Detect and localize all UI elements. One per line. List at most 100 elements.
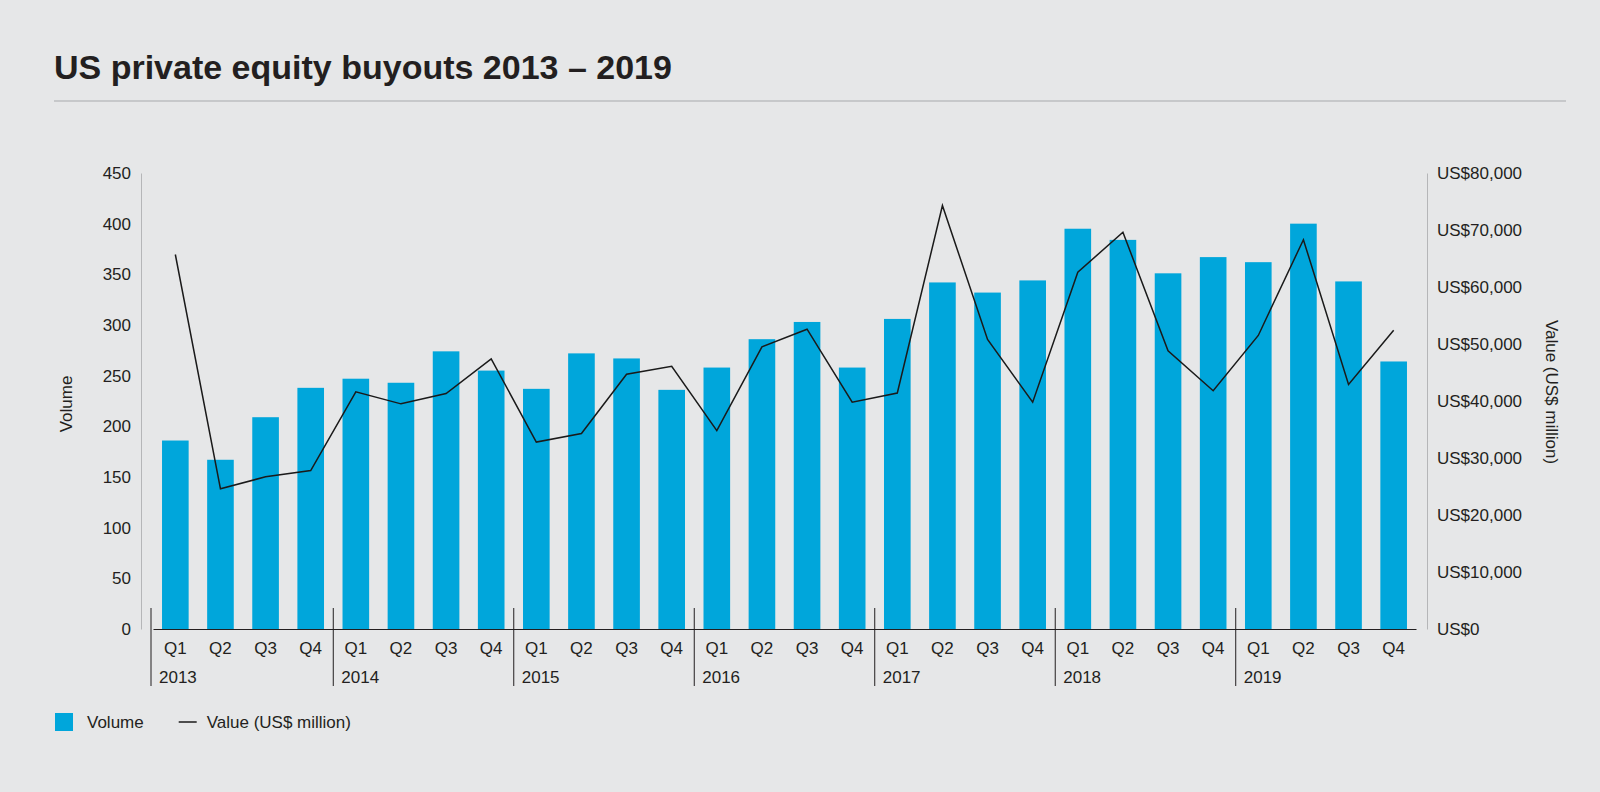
- bar: [839, 368, 866, 629]
- group-separator: [694, 608, 695, 686]
- tick-label: 400: [103, 215, 131, 234]
- tick: 150: [103, 468, 141, 487]
- tick: Q4: [1382, 629, 1405, 658]
- tick: Q3: [615, 629, 638, 658]
- tick-label: Q2: [1292, 639, 1315, 658]
- group-separator: [874, 608, 875, 686]
- tick: Q4: [1021, 629, 1044, 658]
- tick-label: Q4: [660, 639, 683, 658]
- bar: [343, 379, 370, 629]
- bar: [658, 390, 685, 629]
- tick-label: US$80,000: [1437, 164, 1522, 183]
- bar: [884, 319, 911, 629]
- tick-label: 150: [103, 468, 131, 487]
- x-groups: 2013201420152016201720182019: [151, 608, 1282, 687]
- group-separator: [333, 608, 334, 686]
- bar: [974, 293, 1001, 629]
- group-label: 2015: [522, 668, 560, 687]
- tick: Q4: [841, 629, 864, 658]
- tick-label: Q3: [615, 639, 638, 658]
- tick: 250: [103, 367, 141, 386]
- tick-label: Q3: [976, 639, 999, 658]
- tick-label: 300: [103, 316, 131, 335]
- tick: Q2: [1292, 629, 1315, 658]
- bar: [568, 353, 595, 629]
- legend-swatch: [179, 721, 197, 723]
- tick-label: Q1: [1247, 639, 1270, 658]
- tick: 300: [103, 316, 141, 335]
- tick-label: Q4: [841, 639, 864, 658]
- bar: [478, 371, 505, 629]
- tick: Q2: [390, 629, 413, 658]
- legend-label: Volume: [87, 713, 144, 732]
- tick: Q2: [209, 629, 232, 658]
- tick-label: 100: [103, 519, 131, 538]
- tick-label: Q3: [796, 639, 819, 658]
- group-label: 2016: [702, 668, 740, 687]
- plot-area: [162, 205, 1407, 629]
- tick: US$70,000: [1427, 221, 1522, 240]
- tick: US$80,000: [1427, 164, 1522, 183]
- tick: Q3: [1157, 629, 1180, 658]
- tick: US$60,000: [1427, 278, 1522, 297]
- tick: Q1: [705, 629, 728, 658]
- tick-label: Q4: [1021, 639, 1044, 658]
- tick: Q3: [796, 629, 819, 658]
- bar: [794, 322, 821, 629]
- tick-label: Q2: [1112, 639, 1135, 658]
- bar: [1019, 280, 1046, 629]
- legend-item: Value (US$ million): [179, 713, 351, 732]
- legend: Volume Value (US$ million): [55, 713, 351, 732]
- tick-label: Q4: [1382, 639, 1405, 658]
- y2-axis-title: Value (US$ million): [1542, 320, 1561, 464]
- legend-swatch: [55, 713, 73, 731]
- tick-label: Q3: [1157, 639, 1180, 658]
- title-rule: [54, 101, 1566, 102]
- legend-item: Volume: [55, 713, 144, 732]
- tick: Q2: [931, 629, 954, 658]
- group-separator: [1055, 608, 1056, 686]
- tick: 200: [103, 417, 141, 436]
- tick: US$50,000: [1427, 335, 1522, 354]
- tick-label: Q3: [435, 639, 458, 658]
- tick-label: Q4: [299, 639, 322, 658]
- bar: [1200, 257, 1227, 629]
- tick-label: 200: [103, 417, 131, 436]
- tick-label: Q3: [254, 639, 277, 658]
- tick-label: 450: [103, 164, 131, 183]
- tick-label: 0: [122, 620, 131, 639]
- background: [0, 0, 1600, 792]
- tick: 100: [103, 519, 141, 538]
- legend-label: Value (US$ million): [207, 713, 351, 732]
- tick-label: Q2: [209, 639, 232, 658]
- axis-line: [141, 174, 142, 630]
- tick-label: US$30,000: [1437, 449, 1522, 468]
- tick-label: Q1: [1066, 639, 1089, 658]
- tick: Q3: [435, 629, 458, 658]
- group-separator: [1235, 608, 1236, 686]
- tick-label: Q4: [480, 639, 503, 658]
- tick: Q3: [1337, 629, 1360, 658]
- x-axis: Q1Q2Q3Q4Q1Q2Q3Q4Q1Q2Q3Q4Q1Q2Q3Q4Q1Q2Q3Q4…: [154, 629, 1417, 658]
- bar: [613, 358, 640, 629]
- tick: Q3: [976, 629, 999, 658]
- tick: Q1: [1247, 629, 1270, 658]
- tick-label: 350: [103, 265, 131, 284]
- tick-label: Q2: [751, 639, 774, 658]
- tick: US$30,000: [1427, 449, 1522, 468]
- tick: Q4: [480, 629, 503, 658]
- bar: [929, 282, 956, 629]
- bar: [1290, 224, 1317, 629]
- tick-label: Q2: [390, 639, 413, 658]
- group-separator: [151, 608, 152, 686]
- tick: Q3: [254, 629, 277, 658]
- tick: US$20,000: [1427, 506, 1522, 525]
- tick: Q4: [299, 629, 322, 658]
- axis-line: [1427, 174, 1428, 630]
- tick: Q2: [1112, 629, 1135, 658]
- bar: [1064, 229, 1091, 629]
- tick: Q2: [570, 629, 593, 658]
- bar: [252, 417, 279, 629]
- bar: [388, 383, 415, 629]
- tick-label: Q1: [344, 639, 367, 658]
